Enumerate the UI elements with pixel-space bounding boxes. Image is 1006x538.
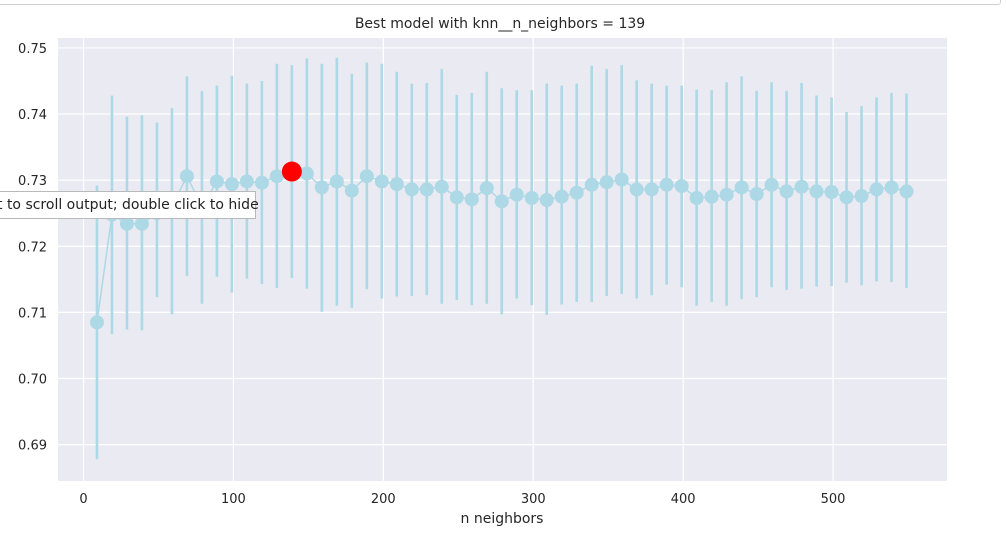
data-point-47 (794, 179, 809, 194)
data-point-20 (389, 177, 404, 192)
grid-lines (58, 38, 947, 481)
y-tick-label-3: 0.72 (18, 240, 47, 255)
y-tick-label-0: 0.69 (18, 439, 47, 454)
data-point-41 (704, 189, 719, 204)
data-point-9 (224, 177, 239, 192)
data-point-17 (344, 183, 359, 198)
best-model-point (281, 161, 302, 182)
data-point-23 (434, 179, 449, 194)
page-border (0, 0, 1001, 5)
data-point-49 (824, 185, 839, 200)
data-point-32 (569, 185, 584, 200)
data-point-25 (464, 192, 479, 207)
data-point-46 (779, 184, 794, 199)
data-point-0 (89, 315, 104, 330)
data-point-14 (299, 166, 314, 181)
data-point-11 (254, 175, 269, 190)
y-tick-label-5: 0.74 (18, 108, 47, 123)
data-point-52 (869, 182, 884, 197)
y-tick-label-6: 0.75 (18, 42, 47, 57)
data-point-50 (839, 190, 854, 205)
data-point-24 (449, 190, 464, 205)
data-point-31 (554, 189, 569, 204)
data-point-8 (209, 174, 224, 189)
y-tick-label-2: 0.71 (18, 306, 47, 321)
x-tick-label-5: 500 (821, 492, 846, 507)
chart-title: Best model with knn__n_neighbors = 139 (355, 16, 645, 32)
data-point-38 (659, 177, 674, 192)
data-point-21 (404, 182, 419, 197)
data-point-19 (374, 174, 389, 189)
data-point-2 (119, 216, 134, 231)
tick-labels: 0 100 200 300 400 500 0.69 0.70 0.71 0.72 0.73 0.74… (18, 42, 845, 507)
y-tick-label-4: 0.73 (18, 174, 47, 189)
data-point-44 (749, 187, 764, 202)
data-point-18 (359, 169, 374, 184)
data-point-35 (614, 172, 629, 187)
data-point-15 (314, 180, 329, 195)
data-point-30 (539, 192, 554, 207)
data-point-22 (419, 182, 434, 197)
data-point-39 (674, 179, 689, 194)
x-tick-label-0: 0 (79, 492, 87, 507)
x-tick-label-1: 100 (221, 492, 246, 507)
data-point-6 (179, 169, 194, 184)
data-point-12 (269, 169, 284, 184)
data-point-27 (494, 194, 509, 209)
x-tick-label-2: 200 (371, 492, 396, 507)
data-point-26 (479, 181, 494, 196)
y-tick-label-1: 0.70 (18, 373, 47, 388)
data-point-37 (644, 182, 659, 197)
data-point-33 (584, 177, 599, 192)
data-point-48 (809, 184, 824, 199)
data-point-34 (599, 175, 614, 190)
data-point-16 (329, 174, 344, 189)
data-point-10 (239, 174, 254, 189)
data-point-54 (899, 184, 914, 199)
data-point-42 (719, 187, 734, 202)
data-point-40 (689, 191, 704, 206)
data-point-45 (764, 177, 779, 192)
output-scroll-tooltip[interactable]: t to scroll output; double click to hide (0, 191, 259, 219)
data-point-36 (629, 182, 644, 197)
x-tick-label-4: 400 (671, 492, 696, 507)
data-point-3 (134, 216, 149, 231)
data-point-53 (884, 180, 899, 195)
data-point-43 (734, 180, 749, 195)
data-point-51 (854, 189, 869, 204)
data-point-29 (524, 191, 539, 206)
data-point-28 (509, 187, 524, 202)
x-axis-label: n neighbors (461, 511, 544, 527)
x-tick-label-3: 300 (521, 492, 546, 507)
